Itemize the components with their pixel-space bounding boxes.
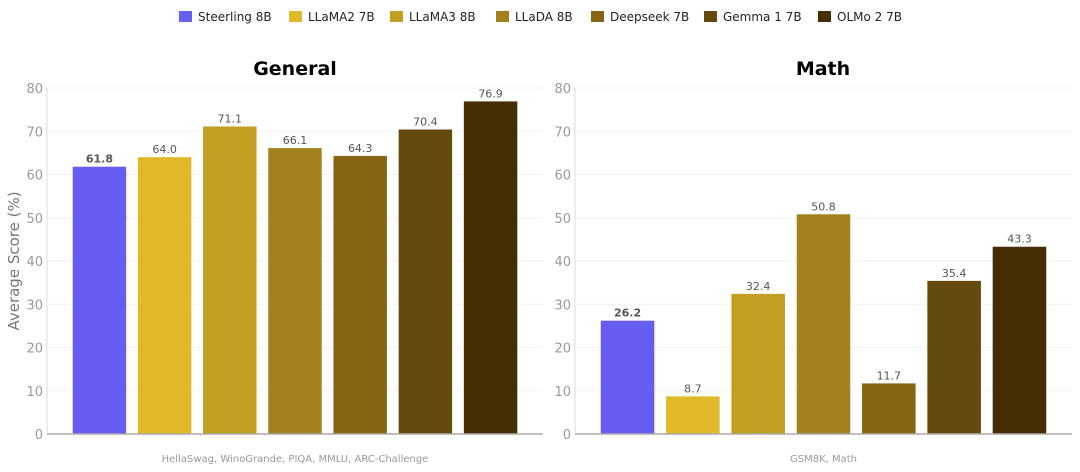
legend-label: LLaMA3 8B <box>409 10 476 24</box>
y-tick-label: 50 <box>554 212 571 227</box>
legend-item-1: LLaMA2 7B <box>289 10 375 24</box>
chart-title: General <box>253 58 337 80</box>
legend-swatch <box>496 11 509 22</box>
y-tick-label: 30 <box>554 298 571 313</box>
bar-llama3-8b <box>203 126 257 435</box>
data-label: 61.8 <box>86 153 113 166</box>
data-label: 64.3 <box>348 142 373 155</box>
legend-swatch <box>704 11 717 22</box>
y-tick-label: 10 <box>26 385 43 400</box>
y-tick-label: 60 <box>26 169 43 184</box>
y-tick-label: 10 <box>554 385 571 400</box>
data-label: 32.4 <box>746 280 771 293</box>
legend-item-4: Deepseek 7B <box>591 10 689 24</box>
legend-label: Deepseek 7B <box>610 10 689 24</box>
data-label: 26.2 <box>614 307 641 320</box>
data-label: 66.1 <box>283 134 308 147</box>
bar-llada-8b <box>268 148 322 434</box>
bar-olmo-2-7b <box>463 101 518 434</box>
panel-math: Math 0 10 20 30 40 50 60 70 80 26.2 8.7 32.4 50.8 11.7… <box>554 58 1072 465</box>
x-axis-label: GSM8K, Math <box>790 454 857 465</box>
bar-steerling-8b <box>600 320 655 434</box>
legend-label: OLMo 2 7B <box>837 10 902 24</box>
data-label: 50.8 <box>811 200 836 213</box>
y-tick-label: 20 <box>554 342 571 357</box>
y-tick-label: 70 <box>26 125 43 140</box>
y-tick-label: 80 <box>554 82 571 97</box>
legend-swatch <box>390 11 403 22</box>
y-tick-label: 40 <box>554 255 571 270</box>
y-axis-label: Average Score (%) <box>5 191 23 330</box>
legend-item-3: LLaDA 8B <box>496 10 573 24</box>
bar-llama3-8b <box>731 293 785 434</box>
y-tick-label: 60 <box>554 169 571 184</box>
y-tick-label: 40 <box>26 255 43 270</box>
y-tick-label: 50 <box>26 212 43 227</box>
data-label: 64.0 <box>152 143 177 156</box>
bar-gemma-1-7b <box>927 280 981 434</box>
data-label: 11.7 <box>877 369 902 382</box>
bar-deepseek-7b <box>333 155 387 434</box>
y-tick-label: 20 <box>26 342 43 357</box>
data-label: 76.9 <box>478 87 503 100</box>
y-tick-label: 0 <box>563 428 571 443</box>
bar-llama2-7b <box>137 157 192 434</box>
legend-swatch <box>591 11 604 22</box>
legend-label: Steerling 8B <box>198 10 272 24</box>
data-label: 35.4 <box>942 267 967 280</box>
bar-gemma-1-7b <box>398 129 453 434</box>
bar-deepseek-7b <box>862 383 916 434</box>
bar-llama2-7b <box>666 396 720 434</box>
legend-label: LLaDA 8B <box>515 10 573 24</box>
legend-label: Gemma 1 7B <box>723 10 802 24</box>
panel-general: General 0 10 20 30 40 50 60 70 80 61.8 64.0 71.1 66.1… <box>5 58 543 465</box>
legend-item-5: Gemma 1 7B <box>704 10 802 24</box>
legend-item-6: OLMo 2 7B <box>818 10 902 24</box>
legend-item-0: Steerling 8B <box>179 10 272 24</box>
y-tick-label: 30 <box>26 298 43 313</box>
legend: Steerling 8B LLaMA2 7B LLaMA3 8B LLaDA 8B De… <box>179 10 902 24</box>
legend-swatch <box>179 11 192 22</box>
legend-item-2: LLaMA3 8B <box>390 10 476 24</box>
y-tick-label: 0 <box>35 428 43 443</box>
data-label: 43.3 <box>1007 233 1032 246</box>
legend-swatch <box>289 11 302 22</box>
legend-label: LLaMA2 7B <box>308 10 375 24</box>
legend-swatch <box>818 11 831 22</box>
bar-llada-8b <box>796 214 851 434</box>
bar-olmo-2-7b <box>992 246 1047 434</box>
y-tick-label: 80 <box>26 82 43 97</box>
bar-steerling-8b <box>72 166 127 434</box>
data-label: 8.7 <box>684 382 702 395</box>
data-label: 70.4 <box>413 116 438 129</box>
y-tick-label: 70 <box>554 125 571 140</box>
x-axis-label: HellaSwag, WinoGrande, PIQA, MMLU, ARC-C… <box>162 454 429 465</box>
chart-title: Math <box>796 58 850 80</box>
data-label: 71.1 <box>218 112 243 125</box>
